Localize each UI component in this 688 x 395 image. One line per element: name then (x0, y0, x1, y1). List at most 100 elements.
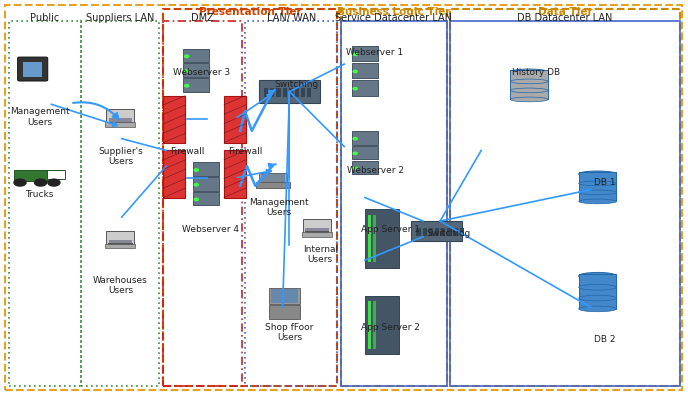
Ellipse shape (579, 199, 616, 204)
Text: History DB: History DB (512, 68, 560, 77)
Circle shape (194, 184, 198, 186)
Text: Public: Public (30, 13, 59, 23)
Bar (264, 88, 268, 98)
Bar (579, 172, 616, 201)
FancyBboxPatch shape (18, 57, 47, 81)
Text: Internal
Users: Internal Users (303, 245, 338, 264)
Bar (107, 231, 134, 246)
Bar (108, 122, 133, 126)
Bar (107, 109, 134, 124)
Ellipse shape (579, 284, 616, 290)
Text: Webserver 2: Webserver 2 (347, 166, 404, 175)
Bar (352, 146, 378, 159)
Circle shape (14, 179, 26, 186)
Text: DB Datacenter LAN: DB Datacenter LAN (517, 13, 613, 23)
Bar (305, 231, 329, 236)
Circle shape (353, 87, 357, 90)
Bar (373, 301, 376, 348)
Text: Presentation Tier: Presentation Tier (199, 7, 301, 17)
Bar (368, 301, 371, 348)
Bar (289, 88, 293, 98)
Bar (105, 122, 136, 127)
Text: Service Datacenter LAN: Service Datacenter LAN (335, 13, 453, 23)
Circle shape (353, 167, 357, 169)
Ellipse shape (579, 306, 616, 312)
Bar (441, 228, 445, 236)
Text: Trucks: Trucks (25, 190, 54, 199)
Circle shape (353, 137, 357, 140)
Bar (259, 173, 287, 182)
Circle shape (353, 53, 357, 56)
Bar (193, 162, 219, 176)
Bar (164, 150, 185, 198)
Text: Firewall: Firewall (170, 147, 204, 156)
Bar (352, 160, 378, 174)
Text: DB 2: DB 2 (594, 335, 615, 344)
Text: Switching: Switching (426, 229, 471, 238)
Bar (352, 131, 378, 145)
Bar (183, 64, 209, 77)
Circle shape (184, 70, 189, 72)
Bar (80, 21, 160, 386)
Bar (305, 228, 329, 233)
Bar (271, 289, 298, 303)
Circle shape (194, 169, 198, 171)
Text: Suppliers LAN: Suppliers LAN (86, 13, 154, 23)
Text: Firewall: Firewall (228, 147, 262, 156)
Circle shape (48, 179, 60, 186)
Text: Management
Users: Management Users (10, 107, 69, 127)
Ellipse shape (510, 88, 548, 93)
Text: Shop fFoor
Users: Shop fFoor Users (266, 323, 314, 342)
Bar (23, 62, 42, 77)
Bar (105, 244, 136, 248)
Circle shape (34, 179, 47, 186)
Circle shape (184, 85, 189, 87)
Ellipse shape (510, 79, 548, 84)
Bar (47, 170, 65, 179)
Bar (259, 80, 321, 103)
Ellipse shape (510, 97, 548, 102)
Bar (352, 63, 378, 78)
Bar (579, 274, 616, 309)
Bar (302, 232, 332, 237)
Text: Management
Users: Management Users (249, 198, 309, 217)
Bar (368, 215, 371, 262)
Bar (163, 9, 337, 386)
Circle shape (184, 55, 189, 58)
Bar (109, 118, 132, 124)
Text: Data Tier: Data Tier (538, 7, 592, 17)
Text: Warehouses
Users: Warehouses Users (93, 276, 148, 295)
Text: Webserver 3: Webserver 3 (173, 68, 230, 77)
Bar (373, 215, 376, 262)
Bar (183, 49, 209, 62)
Text: Webserver 4: Webserver 4 (182, 225, 239, 234)
Bar (453, 228, 458, 236)
Bar (435, 228, 439, 236)
Bar (314, 233, 320, 235)
Circle shape (194, 198, 198, 201)
Bar (245, 21, 337, 386)
Bar (224, 150, 246, 198)
Ellipse shape (579, 295, 616, 301)
Bar (301, 88, 305, 98)
Bar (422, 228, 427, 236)
Bar (308, 88, 312, 98)
Bar (365, 209, 399, 268)
Bar (118, 245, 123, 247)
Bar (261, 173, 285, 182)
Circle shape (353, 70, 357, 73)
Bar (447, 228, 451, 236)
Bar (416, 228, 420, 236)
Bar (295, 88, 299, 98)
Text: App Server 2: App Server 2 (361, 323, 420, 332)
Bar (163, 21, 241, 386)
Bar (193, 177, 219, 191)
Bar (283, 88, 287, 98)
Text: DMZ: DMZ (191, 13, 213, 23)
Bar (9, 21, 80, 386)
Bar (460, 228, 464, 236)
Bar (341, 21, 447, 386)
Bar (269, 305, 300, 319)
Bar (256, 182, 290, 188)
Circle shape (353, 152, 357, 154)
